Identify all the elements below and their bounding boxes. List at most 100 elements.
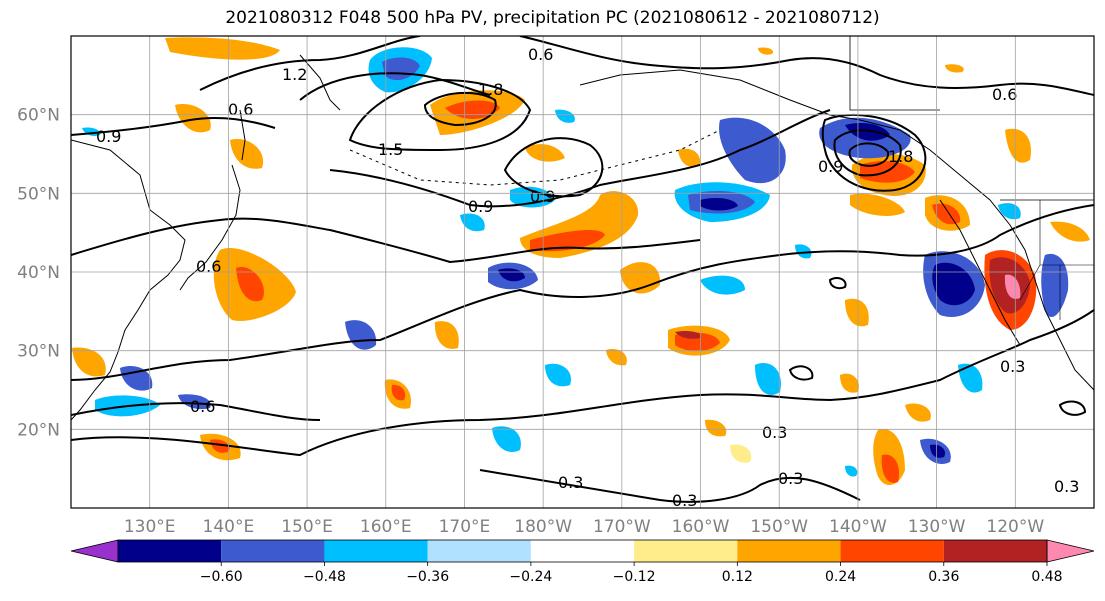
precip-anomaly-negative [545, 363, 571, 387]
lon-tick-label: 140°E [203, 517, 255, 537]
lon-tick-label: 120°W [986, 517, 1044, 537]
lon-tick-label: 150°W [750, 517, 808, 537]
contour-label: 0.3 [558, 473, 583, 492]
precip-anomaly-negative [930, 444, 946, 458]
precip-anomaly-positive [845, 298, 869, 327]
precip-anomaly-positive [175, 104, 211, 133]
pv-contour-1.5 [833, 129, 902, 177]
precip-anomaly-negative [845, 123, 890, 141]
precip-anomaly-positive [230, 139, 264, 169]
pv-contour-1.8 [848, 142, 890, 167]
pv-contour-0.9 [329, 109, 831, 208]
coastline-kamchatka [299, 54, 341, 111]
precip-anomaly-positive [840, 373, 859, 393]
lat-tick-label: 40°N [17, 263, 60, 283]
contour-label: 0.9 [96, 127, 121, 146]
contour-label: 0.6 [992, 85, 1017, 104]
pv-contour-1.8 [423, 91, 497, 127]
colorbar-tick-label: −0.36 [406, 569, 449, 585]
colorbar-segment [634, 540, 738, 562]
contour-label: 0.6 [228, 100, 253, 119]
pv-contour-0.3 [479, 469, 861, 503]
colorbar-segment [427, 540, 531, 562]
colorbar-extend-low [70, 539, 119, 563]
contour-label: 0.6 [196, 257, 221, 276]
precip-anomaly-positive [530, 230, 605, 252]
contour-label: 0.3 [778, 469, 803, 488]
precip-anomaly-negative [1041, 253, 1069, 318]
pv-contour-0.9 [71, 117, 276, 136]
lon-tick-label: 180°W [514, 517, 572, 537]
colorbar-segment [737, 540, 841, 562]
lon-tick-label: 140°W [829, 517, 887, 537]
precip-anomaly-negative [795, 244, 812, 259]
pv-contour-0.3 [828, 277, 847, 290]
colorbar-tick-label: −0.48 [303, 569, 346, 585]
colorbar-tick-label: −0.12 [613, 569, 656, 585]
colorbar-segment [943, 540, 1047, 562]
precip-anomaly-positive [72, 347, 106, 377]
precip-anomaly-negative [510, 186, 555, 208]
contour-label: 1.8 [478, 80, 503, 99]
precip-anomaly-positive [675, 330, 701, 339]
precip-anomaly-negative [700, 198, 738, 211]
precip-anomaly-positive [210, 439, 230, 453]
contour-label: 0.3 [1000, 357, 1025, 376]
contour-labels: 0.9 0.6 1.2 1.5 1.8 0.6 0.9 0.9 0.9 1.8 … [96, 45, 1079, 510]
lon-tick-label: 130°W [908, 517, 966, 537]
contour-label: 0.6 [528, 45, 553, 64]
colorbar-tick-label: −0.60 [200, 569, 243, 585]
colorbar-tick-label: −0.24 [509, 569, 552, 585]
precip-anomaly-positive [165, 37, 280, 60]
pv-contour-1.2 [299, 72, 491, 101]
precip-anomaly-negative [120, 366, 153, 391]
precip-anomaly-positive [850, 193, 905, 216]
colorbar-segment [530, 540, 635, 562]
longitude-ticks: 130°E 140°E 150°E 160°E 170°E 180°W 170°W 160°W… [124, 517, 1045, 537]
precip-anomaly-positive [678, 148, 701, 167]
coastlines [71, 36, 1094, 421]
colorbar-segment [118, 540, 222, 562]
contour-label: 0.3 [762, 423, 787, 442]
contour-label: 1.5 [378, 140, 403, 159]
lat-tick-label: 60°N [17, 106, 60, 126]
lat-tick-label: 30°N [17, 342, 60, 362]
pv-contour-1.5 [348, 78, 532, 152]
precip-anomaly-negative [700, 275, 745, 295]
precip-anomaly-positive [758, 47, 774, 55]
latitude-ticks: 20°N 30°N 40°N 50°N 60°N [17, 106, 60, 441]
colorbar-segment [840, 540, 944, 562]
pv-contour-0.3 [71, 309, 1094, 457]
colorbar-tick-label: 0.36 [928, 569, 959, 585]
colorbar-tick-label: 0.48 [1031, 569, 1062, 585]
contour-label: 1.2 [282, 65, 307, 84]
colorbar-segment [324, 540, 428, 562]
precip-anomaly-positive [391, 384, 406, 401]
contour-label: 0.9 [530, 187, 555, 206]
precip-anomaly-negative [719, 117, 786, 184]
pv-contour-1.2 [821, 114, 927, 192]
lon-tick-label: 170°W [593, 517, 651, 537]
precip-anomaly-positive [905, 403, 931, 422]
lat-tick-label: 20°N [17, 420, 60, 440]
contour-label: 0.3 [672, 491, 697, 510]
colorbar-extend-high [1046, 539, 1095, 563]
precip-anomaly-negative [492, 426, 521, 452]
contour-label: 0.6 [190, 397, 215, 416]
coastline-alaska [579, 69, 1094, 391]
precip-anomaly-positive [525, 144, 565, 162]
pv-contour-0.6 [71, 217, 701, 264]
pv-contour-0.6 [71, 204, 1094, 381]
precip-anomaly-positive [945, 64, 964, 73]
pv-contour-0.6 [519, 36, 1094, 96]
contour-label: 1.8 [888, 147, 913, 166]
lat-tick-label: 50°N [17, 184, 60, 204]
precip-anomaly-positive [1005, 128, 1031, 163]
colorbar-frame [117, 539, 1048, 563]
colorbar-tick-label: 0.12 [722, 569, 753, 585]
map-frame [70, 35, 1095, 509]
precip-anomaly-positive [236, 267, 264, 302]
precip-anomaly-positive [705, 419, 727, 437]
gridlines [71, 36, 1094, 508]
lon-tick-label: 170°E [439, 517, 491, 537]
